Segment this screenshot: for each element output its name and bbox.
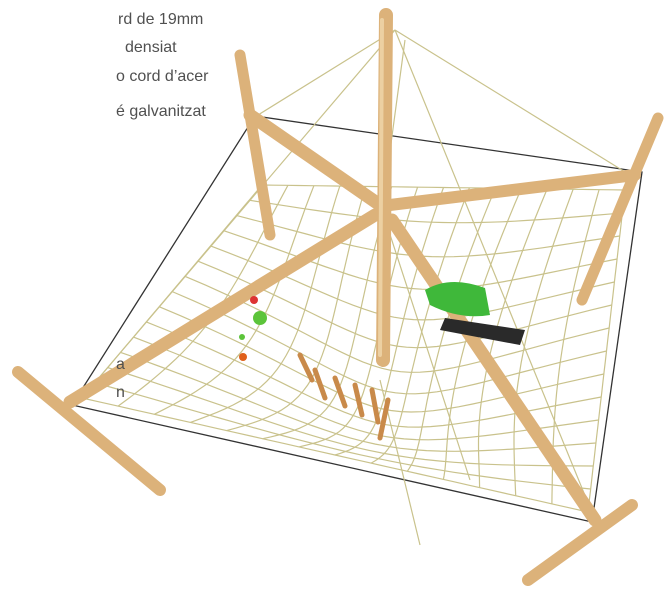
bead [250,296,258,304]
pole [240,55,270,235]
pole [528,505,632,580]
caption-line: densiat [125,38,177,58]
net-rope [227,186,366,430]
pole [250,115,380,205]
net-rope [198,261,612,348]
bead [253,311,267,325]
pole-highlight [380,20,382,355]
bead [239,334,245,340]
caption-line: rd de 19mm [118,10,203,30]
green-seat [425,282,490,316]
side-caption-line: n [116,383,125,403]
playground-illustration [0,0,664,594]
rope [250,30,395,120]
black-seat [440,318,525,345]
caption-line: o cord d’acer [116,67,209,87]
bead [239,353,247,361]
page: rd de 19mm densiat o cord d’acer é galva… [0,0,664,594]
caption-line: é galvanitzat [116,102,206,122]
side-caption-line: a [116,355,125,375]
